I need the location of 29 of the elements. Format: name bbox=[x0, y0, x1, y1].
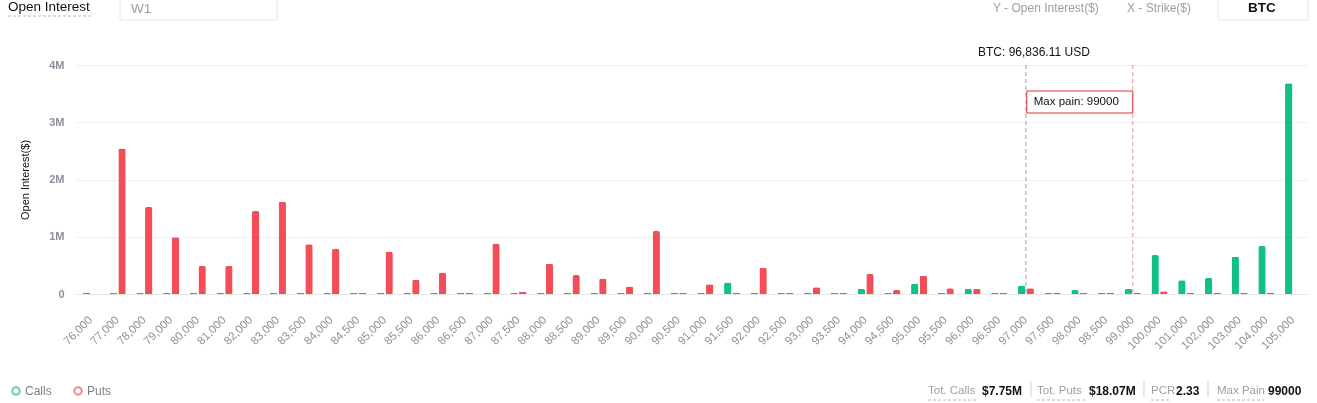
ref-line-label: BTC: 96,836.11 USD bbox=[977, 45, 1091, 59]
y-tick-label: 4M bbox=[49, 58, 65, 71]
text: X - Strike($) bbox=[1127, 1, 1192, 15]
bar bbox=[171, 237, 180, 294]
text: $7.75M bbox=[982, 384, 1023, 398]
bar bbox=[919, 275, 928, 294]
text: 2.33 bbox=[1176, 384, 1200, 398]
text: W1 bbox=[131, 1, 152, 16]
y-axis-title: Open Interest($) bbox=[19, 139, 32, 221]
bar bbox=[438, 272, 447, 294]
text: Y - Open Interest($) bbox=[993, 1, 1099, 15]
text: Tot. Puts bbox=[1037, 384, 1082, 396]
legend-label: Calls bbox=[25, 384, 52, 398]
text: Tot. Calls bbox=[928, 384, 976, 396]
y-tick-label: 3M bbox=[49, 115, 65, 128]
y-tick-label: 2M bbox=[49, 173, 65, 185]
legend-label: Puts bbox=[87, 384, 112, 398]
text: BTC bbox=[1248, 0, 1276, 15]
y-tick-label: 0 bbox=[58, 287, 65, 300]
y-tick-label: 1M bbox=[49, 230, 65, 243]
bar bbox=[1204, 277, 1213, 294]
text: 99000 bbox=[1268, 384, 1302, 398]
text: $18.07M bbox=[1089, 384, 1136, 398]
bar bbox=[545, 263, 554, 294]
text: PCR bbox=[1151, 384, 1176, 396]
bar bbox=[251, 210, 260, 294]
text: Max Pain bbox=[1217, 384, 1265, 396]
ref-line-label: Max pain: 99000 bbox=[1033, 95, 1119, 107]
text: Open Interest bbox=[8, 0, 91, 14]
